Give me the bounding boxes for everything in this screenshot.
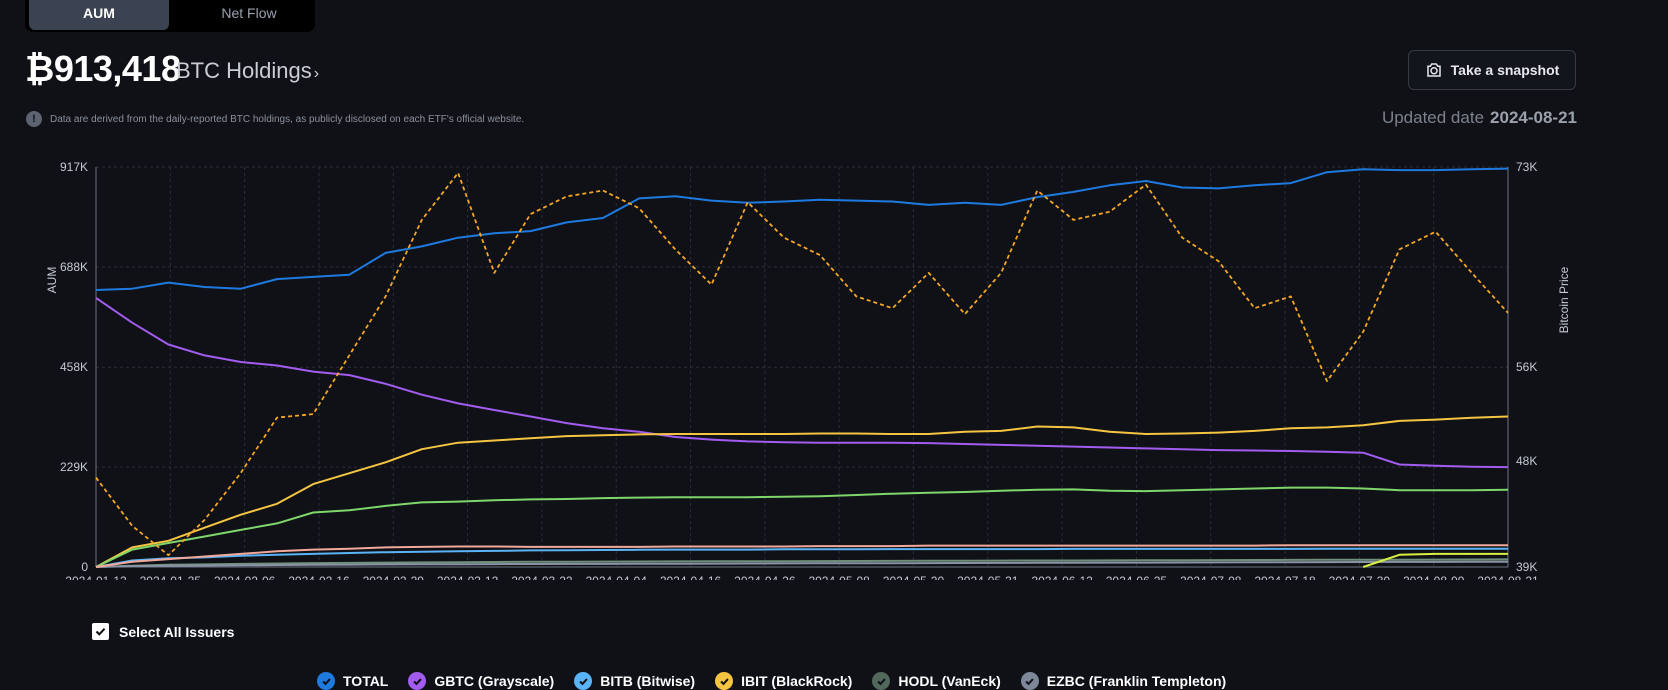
x-tick-label: 2024-04-26: [734, 574, 796, 580]
x-tick-label: 2024-05-08: [808, 574, 870, 580]
x-tick-label: 2024-04-16: [660, 574, 722, 580]
series-line-arkb-ark: [95, 544, 1508, 568]
info-icon: !: [26, 111, 42, 127]
legend-label: HODL (VanEck): [898, 673, 1001, 689]
take-snapshot-button[interactable]: Take a snapshot: [1408, 50, 1576, 90]
legend-item-gbtc-grayscale[interactable]: GBTC (Grayscale): [408, 672, 554, 690]
updated-label: Updated date: [1381, 108, 1485, 127]
legend-label: GBTC (Grayscale): [434, 673, 555, 689]
legend-item-ibit-blackrock[interactable]: IBIT (BlackRock): [715, 672, 852, 690]
legend-item-total[interactable]: TOTAL: [317, 672, 388, 690]
legend-check-icon: [574, 672, 593, 690]
legend-item-ezbc-franklin-templeton[interactable]: EZBC (Franklin Templeton): [1020, 672, 1227, 690]
series-legend: TOTAL GBTC (Grayscale) BITB (Bitwise) IBIT …: [317, 672, 1246, 690]
legend-item-bitb-bitwise[interactable]: BITB (Bitwise): [574, 672, 695, 690]
x-tick-label: 2024-03-22: [511, 574, 573, 580]
legend-check-icon: [1020, 672, 1039, 690]
legend-label: EZBC (Franklin Templeton): [1046, 673, 1227, 689]
legend-check-icon: [715, 672, 734, 690]
x-tick-label: 2024-06-12: [1031, 574, 1093, 580]
x-tick-label: 2024-08-09: [1403, 574, 1465, 580]
series-line-btc-price: [95, 171, 1509, 557]
series-line-ezbc-franklin-templeton: [95, 560, 1509, 568]
camera-icon: [1426, 63, 1441, 77]
btc-holdings-link[interactable]: BTC Holdings ›: [176, 58, 319, 84]
y-tick-label: 917K: [60, 160, 88, 174]
x-tick-label: 2024-02-06: [214, 574, 276, 580]
aum-netflow-toggle: AUM Net Flow: [25, 0, 315, 32]
x-tick-label: 2024-06-25: [1106, 574, 1168, 580]
tab-aum[interactable]: AUM: [29, 0, 169, 30]
x-tick-label: 2024-05-20: [883, 574, 945, 580]
legend-label: TOTAL: [343, 673, 389, 689]
series-line-fbtc-fidelity: [95, 486, 1509, 568]
tab-net-flow[interactable]: Net Flow: [221, 5, 277, 21]
x-tick-label: 2024-07-18: [1254, 574, 1316, 580]
series-line-btc-grayscale-mini: [1362, 552, 1508, 568]
x-tick-label: 2024-03-12: [437, 574, 499, 580]
series-line-hodl-vaneck: [95, 558, 1509, 568]
btc-holdings-value: ₿913,418: [25, 48, 181, 89]
select-all-label: Select All Issuers: [119, 623, 235, 640]
y2-tick-label: 56K: [1516, 360, 1537, 374]
legend-item-hodl-vaneck[interactable]: HODL (VanEck): [872, 672, 1001, 690]
data-source-note: ! Data are derived from the daily-report…: [26, 111, 524, 127]
legend-label: BITB (Bitwise): [600, 673, 696, 689]
legend-check-icon: [872, 672, 891, 690]
x-tick-label: 2024-05-31: [957, 574, 1019, 580]
btc-holdings-label: BTC Holdings: [176, 58, 312, 83]
y-tick-label: 229K: [60, 460, 88, 474]
series-line-total: [95, 167, 1509, 291]
legend-check-icon: [317, 672, 335, 690]
y2-tick-label: 73K: [1516, 160, 1537, 174]
y-axis-title: AUM: [45, 267, 59, 294]
x-tick-label: 2024-02-29: [363, 574, 425, 580]
chevron-right-icon: ›: [313, 65, 320, 82]
y2-tick-label: 48K: [1516, 454, 1537, 468]
y-tick-label: 688K: [60, 260, 88, 274]
aum-chart[interactable]: 2024-01-12 2024-01-25 2024-02-06 2024-02-16…: [0, 150, 1668, 580]
x-tick-label: 2024-01-25: [140, 574, 202, 580]
snapshot-label: Take a snapshot: [1450, 62, 1560, 78]
x-tick-label: 2024-07-30: [1329, 574, 1391, 580]
y2-axis-title: Bitcoin Price: [1557, 266, 1571, 333]
updated-date: Updated date 2024-08-21: [1382, 108, 1577, 128]
note-text: Data are derived from the daily-reported…: [50, 113, 525, 125]
series-line-bitb-bitwise: [95, 547, 1508, 568]
series-line-ibit-blackrock: [95, 415, 1509, 568]
check-icon: [95, 627, 106, 636]
select-all-checkbox[interactable]: [92, 623, 109, 640]
updated-date-value: 2024-08-21: [1490, 108, 1577, 127]
x-tick-label: 2024-04-04: [586, 574, 648, 580]
x-tick-label: 2024-08-21: [1477, 574, 1539, 580]
x-tick-label: 2024-01-12: [65, 574, 127, 580]
x-tick-label: 2024-07-08: [1180, 574, 1242, 580]
series-line-gbtc-grayscale: [95, 297, 1509, 469]
y2-tick-label: 39K: [1516, 560, 1537, 574]
legend-label: IBIT (BlackRock): [741, 673, 853, 689]
y-tick-label: 458K: [60, 360, 88, 374]
y-tick-label: 0: [81, 560, 88, 574]
select-all-issuers[interactable]: Select All Issuers: [92, 623, 234, 640]
legend-check-icon: [408, 672, 427, 690]
x-tick-label: 2024-02-16: [288, 574, 350, 580]
